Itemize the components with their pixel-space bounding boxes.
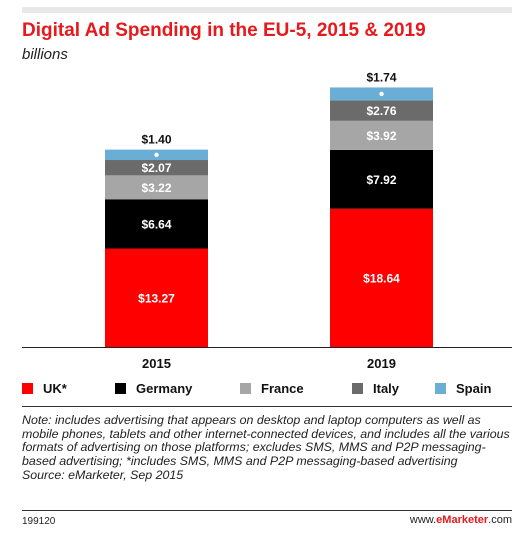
data-label-2015-spain: $1.40 [141,133,171,147]
bar-2019-italy [330,100,433,121]
legend-swatch [352,383,363,394]
bar-2015-uk [105,248,208,347]
data-label-2019-spain: $1.74 [366,70,396,84]
x-tick-label-2015: 2015 [142,356,171,371]
legend-label: Germany [136,381,193,396]
x-tick-label-2019: 2019 [367,356,396,371]
divider-top [22,406,512,407]
bar-2019-uk [330,208,433,347]
legend-item-uk: UK* [22,381,67,396]
bar-2015-france [105,175,208,200]
chart-id: 199120 [22,516,56,527]
label-leader-dot-2019 [379,91,384,97]
data-label-2015-uk: $13.27 [138,291,175,305]
data-label-2015-italy: $2.07 [141,161,171,175]
brand-link[interactable]: www.eMarketer.com [410,514,512,526]
divider-bottom [22,510,512,511]
chart-subtitle: billions [22,46,68,63]
chart-legend: UK* Germany France Italy Spain [22,381,512,401]
legend-item-germany: Germany [115,381,192,396]
legend-label: Spain [456,381,492,396]
brand-name: eMarketer [436,514,489,526]
bar-2015-italy [105,160,208,176]
legend-label: UK* [43,381,67,396]
brand-suffix: .com [488,514,512,526]
label-leader-dot-2015 [154,152,159,158]
stacked-bar-chart: $13.27 $6.64 $3.22 $2.07 $1.40 2015 $18.64 $7.9… [22,70,512,371]
chart-title: Digital Ad Spending in the EU-5, 2015 & … [22,20,426,41]
source-text: Source: eMarketer, Sep 2015 [22,467,184,482]
top-accent-bar [22,7,512,13]
data-label-2019-italy: $2.76 [366,104,396,118]
legend-swatch [115,383,126,394]
legend-swatch [240,383,251,394]
data-label-2015-germany: $6.64 [141,217,171,231]
legend-swatch [22,383,33,394]
chart-note: Note: includes advertising that appears … [22,413,516,483]
legend-item-italy: Italy [352,381,399,396]
bar-2015-germany [105,199,208,249]
data-label-2015-france: $3.22 [141,181,171,195]
legend-swatch [435,383,446,394]
note-text: Note: includes advertising that appears … [22,413,510,469]
legend-label: France [261,381,304,396]
data-label-2019-uk: $18.64 [363,271,400,285]
bar-2019-germany [330,149,433,209]
legend-item-spain: Spain [435,381,491,396]
legend-label: Italy [373,381,400,396]
brand-prefix: www. [409,514,437,526]
data-label-2019-france: $3.92 [366,129,396,143]
bar-2019-france [330,120,433,150]
data-label-2019-germany: $7.92 [366,173,396,187]
legend-item-france: France [240,381,304,396]
